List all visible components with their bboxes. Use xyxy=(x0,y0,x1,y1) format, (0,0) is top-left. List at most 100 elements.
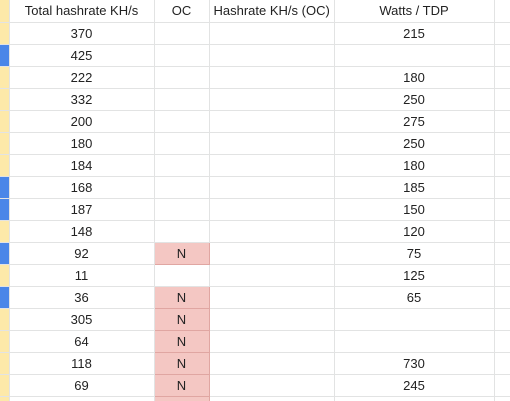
table-row: 168 185 xyxy=(0,176,510,199)
cell-oc[interactable] xyxy=(154,66,210,89)
cell-total-hashrate[interactable]: 64 xyxy=(9,330,155,353)
empty-cell[interactable] xyxy=(494,352,510,375)
empty-cell[interactable] xyxy=(494,220,510,243)
cell-hashrate-oc[interactable] xyxy=(209,132,335,155)
cell-oc[interactable] xyxy=(154,264,210,287)
cell-watts-tdp[interactable]: 180 xyxy=(334,66,495,89)
column-header-total-hashrate[interactable]: Total hashrate KH/s xyxy=(9,0,155,23)
cell-total-hashrate[interactable]: 36 xyxy=(9,286,155,309)
cell-oc[interactable] xyxy=(154,154,210,177)
empty-cell[interactable] xyxy=(494,396,510,401)
cell-oc[interactable] xyxy=(154,176,210,199)
cell-hashrate-oc[interactable] xyxy=(209,22,335,45)
cell-hashrate-oc[interactable] xyxy=(209,110,335,133)
cell-oc[interactable] xyxy=(154,198,210,221)
empty-cell[interactable] xyxy=(494,264,510,287)
cell-hashrate-oc[interactable] xyxy=(209,198,335,221)
empty-cell[interactable] xyxy=(494,22,510,45)
cell-hashrate-oc[interactable] xyxy=(209,330,335,353)
cell-oc[interactable]: N xyxy=(153,285,210,309)
cell-hashrate-oc[interactable] xyxy=(209,396,335,401)
cell-oc[interactable]: N xyxy=(153,395,210,401)
cell-watts-tdp[interactable]: 65 xyxy=(334,286,495,309)
cell-hashrate-oc[interactable] xyxy=(209,352,335,375)
empty-cell[interactable] xyxy=(494,286,510,309)
cell-hashrate-oc[interactable] xyxy=(209,242,335,265)
cell-watts-tdp[interactable]: 125 xyxy=(334,264,495,287)
cell-oc[interactable] xyxy=(154,220,210,243)
cell-total-hashrate[interactable]: 168 xyxy=(9,176,155,199)
cell-oc[interactable]: N xyxy=(153,241,210,265)
cell-total-hashrate[interactable]: 184 xyxy=(9,154,155,177)
column-header-watts-tdp[interactable]: Watts / TDP xyxy=(334,0,495,23)
empty-cell[interactable] xyxy=(494,110,510,133)
cell-total-hashrate[interactable]: 54 xyxy=(9,396,155,401)
cell-oc[interactable]: N xyxy=(153,307,210,331)
cell-watts-tdp[interactable]: 75 xyxy=(334,242,495,265)
cell-total-hashrate[interactable]: 187 xyxy=(9,198,155,221)
cell-oc[interactable] xyxy=(154,22,210,45)
cell-watts-tdp[interactable]: 120 xyxy=(334,220,495,243)
row-marker xyxy=(0,374,10,397)
cell-total-hashrate[interactable]: 370 xyxy=(9,22,155,45)
cell-watts-tdp[interactable]: 180 xyxy=(334,154,495,177)
cell-total-hashrate[interactable]: 92 xyxy=(9,242,155,265)
cell-watts-tdp[interactable]: 150 xyxy=(334,198,495,221)
cell-watts-tdp[interactable]: 144 xyxy=(334,396,495,401)
cell-total-hashrate[interactable]: 425 xyxy=(9,44,155,67)
cell-hashrate-oc[interactable] xyxy=(209,286,335,309)
column-header-oc[interactable]: OC xyxy=(154,0,210,23)
empty-cell[interactable] xyxy=(494,0,510,23)
table-row: 69 N 245 xyxy=(0,373,510,397)
cell-total-hashrate[interactable]: 332 xyxy=(9,88,155,111)
cell-watts-tdp[interactable]: 730 xyxy=(334,352,495,375)
cell-watts-tdp[interactable]: 215 xyxy=(334,22,495,45)
cell-oc[interactable]: N xyxy=(153,351,210,375)
cell-watts-tdp[interactable]: 250 xyxy=(334,132,495,155)
cell-total-hashrate[interactable]: 305 xyxy=(9,308,155,331)
cell-watts-tdp[interactable] xyxy=(334,308,495,331)
cell-total-hashrate[interactable]: 200 xyxy=(9,110,155,133)
empty-cell[interactable] xyxy=(494,44,510,67)
column-header-hashrate-oc[interactable]: Hashrate KH/s (OC) xyxy=(209,0,335,23)
cell-total-hashrate[interactable]: 180 xyxy=(9,132,155,155)
cell-total-hashrate[interactable]: 11 xyxy=(9,264,155,287)
cell-watts-tdp[interactable] xyxy=(334,330,495,353)
cell-hashrate-oc[interactable] xyxy=(209,264,335,287)
cell-total-hashrate[interactable]: 222 xyxy=(9,66,155,89)
cell-hashrate-oc[interactable] xyxy=(209,374,335,397)
empty-cell[interactable] xyxy=(494,330,510,353)
cell-hashrate-oc[interactable] xyxy=(209,154,335,177)
empty-cell[interactable] xyxy=(494,132,510,155)
cell-oc[interactable] xyxy=(154,88,210,111)
empty-cell[interactable] xyxy=(494,66,510,89)
empty-cell[interactable] xyxy=(494,308,510,331)
cell-watts-tdp[interactable]: 245 xyxy=(334,374,495,397)
cell-hashrate-oc[interactable] xyxy=(209,88,335,111)
cell-oc[interactable] xyxy=(154,44,210,67)
cell-hashrate-oc[interactable] xyxy=(209,66,335,89)
empty-cell[interactable] xyxy=(494,176,510,199)
cell-hashrate-oc[interactable] xyxy=(209,220,335,243)
cell-total-hashrate[interactable]: 118 xyxy=(9,352,155,375)
cell-oc[interactable]: N xyxy=(153,373,210,397)
empty-cell[interactable] xyxy=(494,88,510,111)
cell-total-hashrate[interactable]: 148 xyxy=(9,220,155,243)
empty-cell[interactable] xyxy=(494,198,510,221)
cell-watts-tdp[interactable]: 185 xyxy=(334,176,495,199)
cell-oc[interactable] xyxy=(154,132,210,155)
empty-cell[interactable] xyxy=(494,374,510,397)
row-marker xyxy=(0,88,10,111)
cell-watts-tdp[interactable] xyxy=(334,44,495,67)
cell-total-hashrate[interactable]: 69 xyxy=(9,374,155,397)
cell-watts-tdp[interactable]: 250 xyxy=(334,88,495,111)
cell-hashrate-oc[interactable] xyxy=(209,176,335,199)
cell-oc[interactable]: N xyxy=(153,329,210,353)
cell-oc[interactable] xyxy=(154,110,210,133)
cell-hashrate-oc[interactable] xyxy=(209,44,335,67)
empty-cell[interactable] xyxy=(494,242,510,265)
empty-cell[interactable] xyxy=(494,154,510,177)
cell-hashrate-oc[interactable] xyxy=(209,308,335,331)
cell-watts-tdp[interactable]: 275 xyxy=(334,110,495,133)
